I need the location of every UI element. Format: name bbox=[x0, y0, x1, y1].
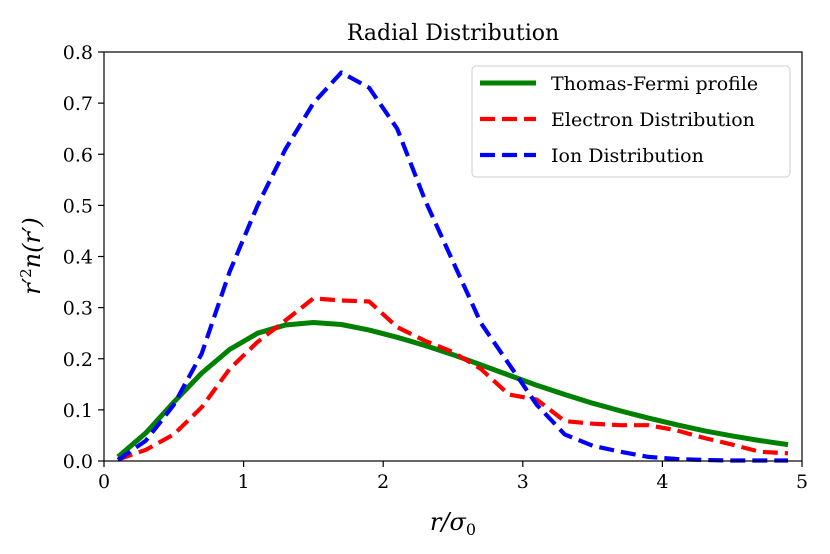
chart-title: Radial Distribution bbox=[347, 21, 559, 46]
y-tick-label: 0.0 bbox=[63, 451, 93, 473]
plot-frame bbox=[103, 51, 803, 462]
series-line-thomas-fermi-profile bbox=[116, 320, 789, 459]
ticks-layer: 0 1 2 3 4 5 0.0 0.1 0.2 0.3 0.4 0.5 0.6 0.7 0.8 bbox=[63, 42, 808, 493]
y-tick-label: 0.6 bbox=[63, 144, 93, 166]
legend-label: Ion Distribution bbox=[551, 145, 704, 167]
x-axis-label: r/σ0 bbox=[430, 508, 476, 539]
y-tick-label: 0.7 bbox=[63, 93, 93, 115]
y-tick-label: 0.8 bbox=[63, 42, 93, 64]
legend: Thomas-Fermi profile Electron Distributio… bbox=[471, 65, 791, 178]
x-tick-label: 0 bbox=[98, 471, 110, 493]
x-tick-label: 4 bbox=[656, 471, 668, 493]
series-line-ion-distribution bbox=[116, 70, 788, 463]
series-line-electron-distribution bbox=[117, 296, 789, 462]
y-tick-label: 0.2 bbox=[63, 349, 93, 371]
y-tick-label: 0.5 bbox=[63, 195, 93, 217]
x-tick-label: 5 bbox=[796, 471, 808, 493]
legend-box bbox=[471, 65, 791, 178]
legend-label: Thomas-Fermi profile bbox=[551, 73, 758, 95]
y-tick-label: 0.1 bbox=[63, 400, 93, 422]
x-tick-label: 1 bbox=[238, 471, 250, 493]
x-tick-label: 3 bbox=[517, 471, 529, 493]
series-layer bbox=[116, 70, 789, 463]
y-tick-label: 0.3 bbox=[63, 298, 93, 320]
y-tick-label: 0.4 bbox=[63, 247, 93, 269]
y-axis-label: r′2n(r′) bbox=[17, 217, 46, 295]
x-tick-label: 2 bbox=[377, 471, 389, 493]
legend-label: Electron Distribution bbox=[551, 109, 755, 131]
